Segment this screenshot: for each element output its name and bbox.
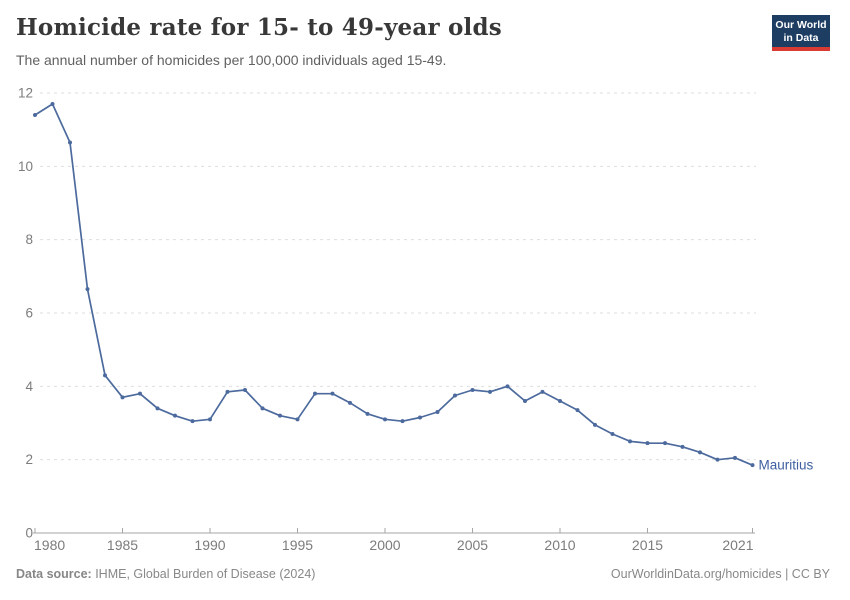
- data-line[interactable]: [34, 103, 754, 467]
- data-point[interactable]: [505, 384, 510, 389]
- data-point[interactable]: [418, 415, 422, 420]
- data-point[interactable]: [558, 399, 562, 403]
- data-point[interactable]: [488, 389, 492, 394]
- data-point[interactable]: [348, 400, 352, 405]
- data-point[interactable]: [173, 413, 177, 418]
- data-point[interactable]: [540, 389, 545, 394]
- data-point[interactable]: [593, 422, 597, 427]
- x-axis-label: 2015: [632, 537, 663, 553]
- x-axis-label: 2005: [457, 537, 488, 553]
- data-point[interactable]: [278, 413, 282, 418]
- data-point[interactable]: [453, 393, 457, 398]
- owid-logo[interactable]: Our World in Data: [772, 15, 830, 51]
- data-point[interactable]: [33, 113, 37, 117]
- data-point[interactable]: [610, 432, 615, 436]
- data-point[interactable]: [663, 441, 667, 446]
- y-axis-label: 2: [25, 452, 33, 467]
- data-point[interactable]: [575, 408, 580, 413]
- owid-logo-line2: in Data: [783, 31, 819, 44]
- data-point[interactable]: [715, 457, 720, 462]
- x-axis-label: 2021: [722, 537, 753, 553]
- data-point[interactable]: [698, 450, 702, 455]
- data-point[interactable]: [435, 410, 440, 414]
- data-point[interactable]: [313, 391, 317, 396]
- chart-subtitle: The annual number of homicides per 100,0…: [16, 51, 447, 68]
- data-point[interactable]: [190, 419, 195, 424]
- x-axis-label: 2010: [544, 537, 575, 553]
- data-source-text: IHME, Global Burden of Disease (2024): [91, 567, 316, 581]
- data-point[interactable]: [103, 373, 107, 378]
- data-point[interactable]: [750, 463, 755, 468]
- data-point[interactable]: [260, 406, 265, 411]
- data-point[interactable]: [628, 439, 632, 444]
- owid-logo-line1: Our World: [775, 19, 827, 31]
- data-point[interactable]: [225, 389, 230, 394]
- y-axis-label: 0: [25, 526, 33, 541]
- data-point[interactable]: [155, 406, 160, 411]
- data-point[interactable]: [400, 419, 405, 424]
- y-axis-label: 12: [18, 86, 33, 101]
- data-point[interactable]: [208, 417, 212, 422]
- data-point[interactable]: [138, 391, 142, 396]
- data-source-note: Data source: IHME, Global Burden of Dise…: [16, 567, 315, 581]
- data-point[interactable]: [120, 395, 125, 400]
- data-point[interactable]: [733, 455, 737, 460]
- data-point[interactable]: [330, 391, 335, 396]
- y-axis-label: 4: [25, 379, 33, 394]
- y-axis-label: 6: [25, 306, 33, 321]
- data-point[interactable]: [383, 417, 387, 422]
- data-point[interactable]: [85, 287, 90, 292]
- data-source-label: Data source:: [16, 567, 92, 581]
- y-axis-label: 10: [18, 159, 33, 174]
- chart-title: Homicide rate for 15- to 49-year olds: [16, 14, 502, 41]
- chart-footer: Data source: IHME, Global Burden of Dise…: [16, 567, 830, 581]
- series-entity-label[interactable]: Mauritius: [759, 458, 814, 473]
- x-axis-label: 2000: [369, 537, 400, 553]
- data-point[interactable]: [365, 411, 370, 416]
- data-point[interactable]: [68, 140, 72, 145]
- data-point[interactable]: [523, 399, 527, 403]
- data-point[interactable]: [295, 417, 300, 422]
- chart-header: Homicide rate for 15- to 49-year olds Th…: [16, 14, 750, 69]
- x-axis-label: 1995: [282, 537, 313, 553]
- data-point[interactable]: [680, 444, 685, 449]
- x-axis-label: 1990: [194, 537, 225, 553]
- data-point[interactable]: [470, 388, 475, 392]
- y-axis-label: 8: [25, 232, 33, 247]
- x-axis-label: 1980: [34, 537, 65, 553]
- credit-link[interactable]: OurWorldinData.org/homicides | CC BY: [610, 567, 830, 581]
- data-point[interactable]: [50, 102, 55, 106]
- data-point[interactable]: [243, 388, 247, 392]
- data-point[interactable]: [645, 441, 650, 446]
- x-axis-label: 1985: [107, 537, 138, 553]
